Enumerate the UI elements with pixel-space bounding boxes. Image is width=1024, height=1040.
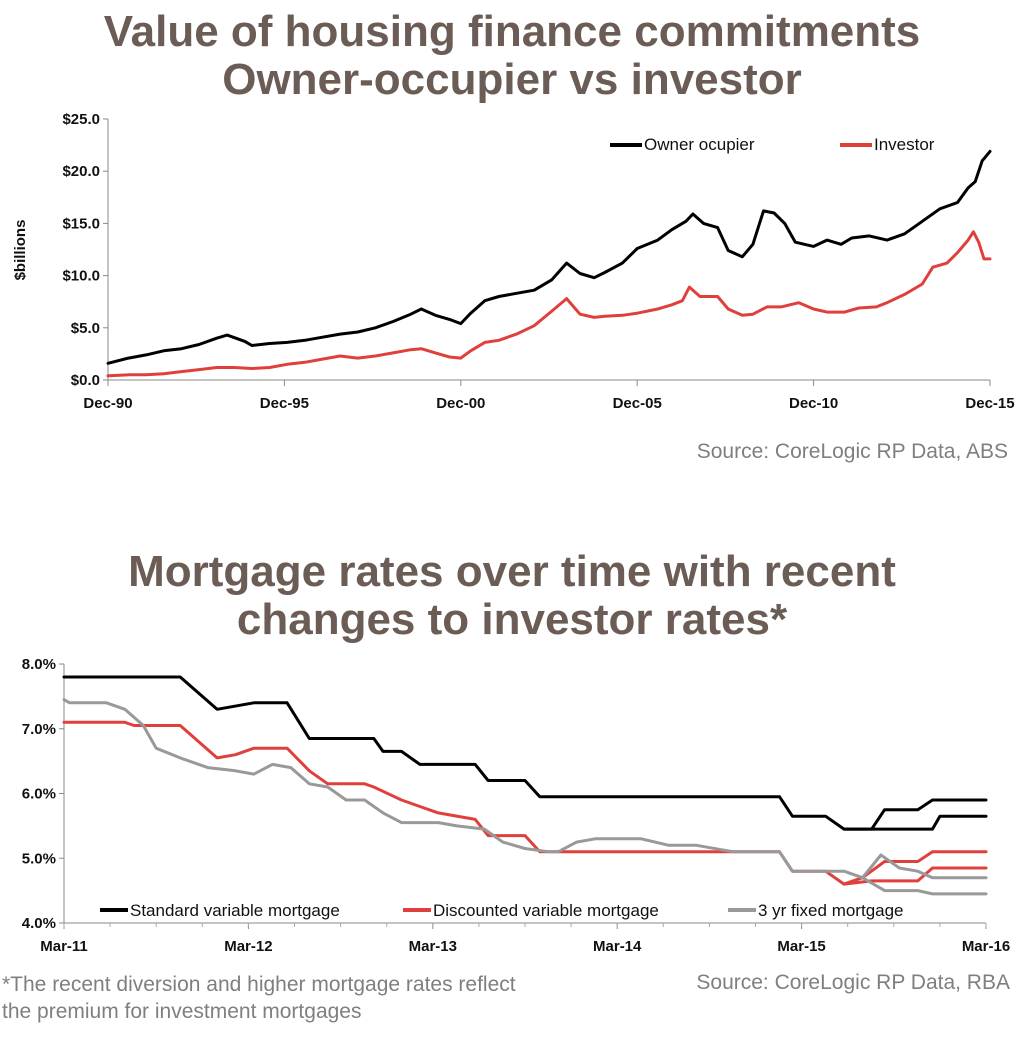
legend-item: Investor xyxy=(840,135,935,154)
y-tick-label: $25.0 xyxy=(62,111,100,128)
y-tick-label: 6.0% xyxy=(22,786,56,803)
chart-title-line: Mortgage rates over time with recent xyxy=(128,547,896,596)
x-tick-label: Dec-95 xyxy=(260,395,309,412)
legend-item: Standard variable mortgage xyxy=(100,901,340,920)
series-line xyxy=(106,230,992,378)
housing-finance-chart: $0.0 $5.0 $10.0 $15.0 $20.0 $25.0 Dec-90 Dec-95… xyxy=(12,111,1015,412)
y-tick-label: $20.0 xyxy=(62,163,100,180)
series-line xyxy=(106,149,992,365)
x-tick-label: Dec-15 xyxy=(965,395,1014,412)
x-tick-label: Dec-90 xyxy=(83,395,132,412)
legend-label: Discounted variable mortgage xyxy=(433,901,659,920)
legend-label: Standard variable mortgage xyxy=(130,901,340,920)
y-tick-label: $0.0 xyxy=(71,372,100,389)
x-tick-label: Dec-00 xyxy=(436,395,485,412)
mortgage-rates-chart: 4.0% 5.0% 6.0% 7.0% 8.0% Mar-11 Mar-12 Mar-13 Ma… xyxy=(22,656,1010,955)
y-tick-label: $5.0 xyxy=(71,320,100,337)
chart-title-line: Owner-occupier vs investor xyxy=(222,55,802,104)
chart-title-rates: Mortgage rates over time with recent cha… xyxy=(0,548,1024,644)
source-note-rates: Source: CoreLogic RP Data, RBA xyxy=(696,971,1010,994)
x-tick-label: Dec-05 xyxy=(613,395,662,412)
series-line xyxy=(62,720,988,886)
chart-title-line: changes to investor rates* xyxy=(236,595,788,644)
legend-label: Investor xyxy=(874,135,935,154)
footnote: *The recent diversion and higher mortgag… xyxy=(2,971,602,1025)
y-axis-label: $billions xyxy=(12,220,29,281)
y-tick-label: $10.0 xyxy=(62,268,100,285)
chart-title-line: Value of housing finance commitments xyxy=(103,7,921,56)
footnote-line: the premium for investment mortgages xyxy=(2,1000,362,1023)
x-tick-label: Mar-15 xyxy=(777,938,825,955)
legend-item: Owner ocupier xyxy=(610,135,755,154)
chart-title-finance: Value of housing finance commitments Own… xyxy=(0,8,1024,104)
y-tick-label: 8.0% xyxy=(22,656,56,673)
x-tick-label: Mar-16 xyxy=(962,938,1010,955)
x-tick-label: Mar-13 xyxy=(409,938,457,955)
legend-item: Discounted variable mortgage xyxy=(403,901,659,920)
y-tick-label: 5.0% xyxy=(22,850,56,867)
series-line xyxy=(62,698,988,880)
x-tick-label: Mar-14 xyxy=(593,938,642,955)
series-line xyxy=(861,876,988,896)
series-line xyxy=(842,866,988,886)
series-line xyxy=(842,814,988,831)
y-tick-label: 4.0% xyxy=(22,915,56,932)
source-note-finance: Source: CoreLogic RP Data, ABS xyxy=(696,440,1008,463)
y-tick-label: 7.0% xyxy=(22,721,56,738)
legend-label: Owner ocupier xyxy=(644,135,755,154)
x-tick-label: Dec-10 xyxy=(789,395,838,412)
footnote-line: *The recent diversion and higher mortgag… xyxy=(2,973,516,996)
y-tick-label: $15.0 xyxy=(62,215,100,232)
series-line xyxy=(62,675,988,831)
x-tick-label: Mar-11 xyxy=(40,938,88,955)
legend-item: 3 yr fixed mortgage xyxy=(728,901,904,920)
legend-label: 3 yr fixed mortgage xyxy=(758,901,904,920)
x-tick-label: Mar-12 xyxy=(224,938,272,955)
